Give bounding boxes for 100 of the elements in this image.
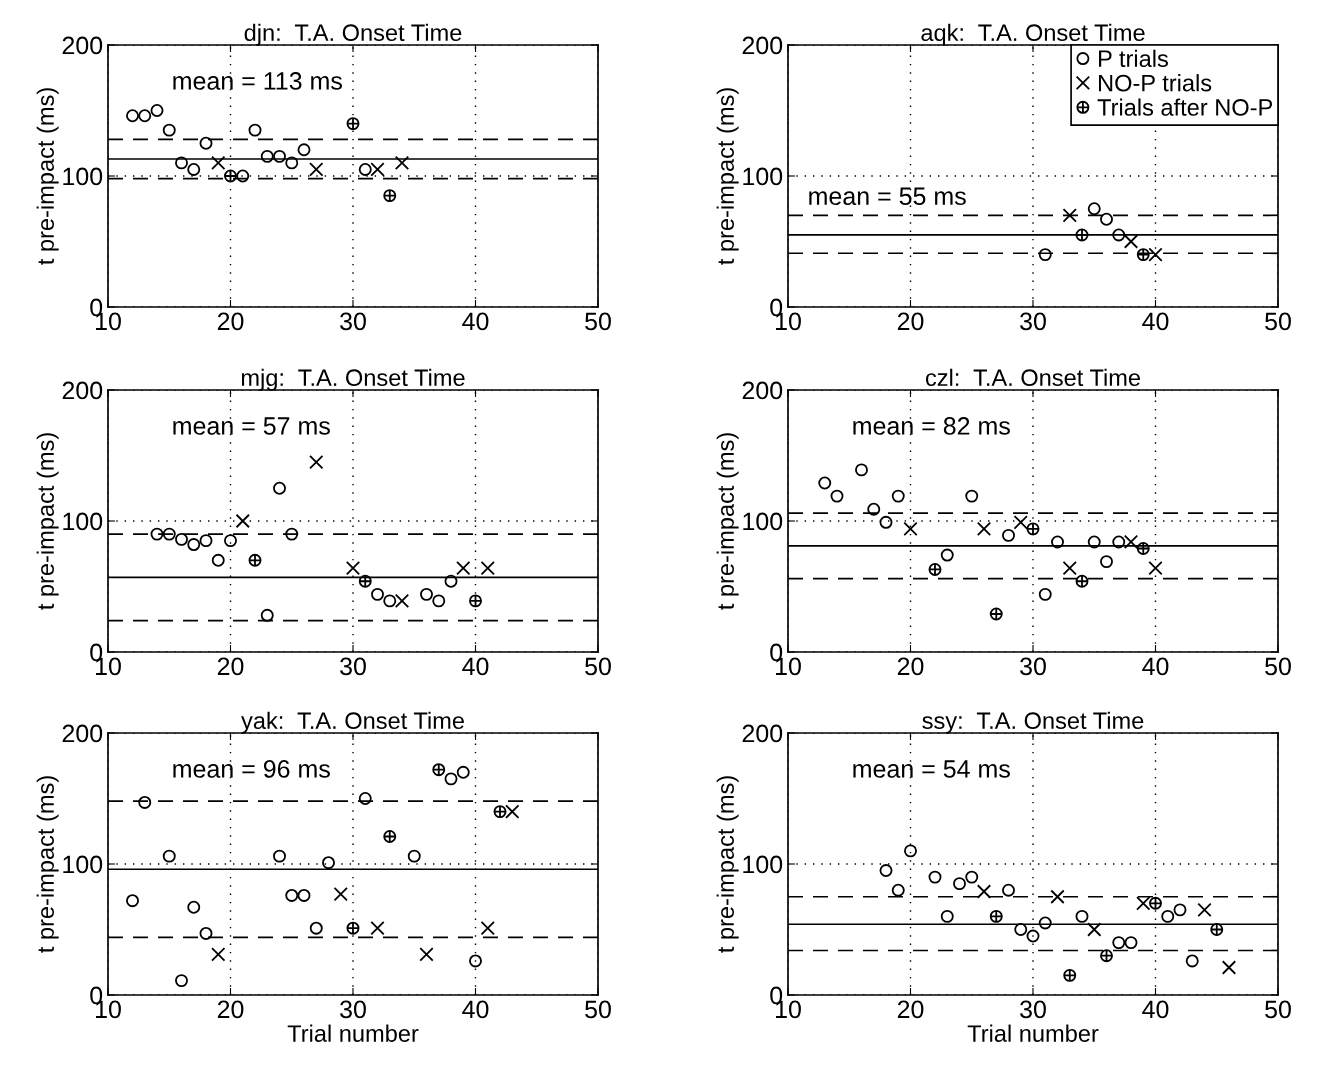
legend-label: P trials	[1099, 49, 1168, 68]
point	[1123, 534, 1139, 550]
point	[432, 763, 446, 777]
point	[903, 521, 918, 537]
point	[1136, 896, 1151, 911]
point	[211, 155, 226, 171]
point	[818, 476, 832, 490]
point	[976, 884, 992, 899]
point	[285, 527, 299, 541]
point	[273, 849, 286, 863]
x-tick-label: 30	[1020, 1000, 1046, 1019]
point	[1087, 535, 1101, 549]
point	[358, 162, 372, 176]
point	[1197, 902, 1212, 918]
point	[1002, 883, 1015, 897]
point	[162, 123, 176, 137]
point	[1112, 535, 1126, 549]
point	[480, 561, 495, 576]
x-tick-label: 30	[340, 312, 366, 331]
point	[285, 888, 299, 902]
point	[456, 561, 471, 576]
point	[126, 109, 139, 123]
point	[940, 548, 954, 562]
point	[175, 532, 188, 546]
point	[236, 169, 250, 183]
x-tick-label: 30	[1020, 312, 1046, 331]
annotation: mean = 55 ms	[809, 187, 966, 206]
point	[419, 947, 434, 962]
point	[211, 947, 226, 962]
point	[1038, 916, 1052, 930]
x-tick-label: 20	[217, 312, 244, 331]
point	[976, 521, 992, 537]
point	[493, 805, 507, 819]
x-tick-label: 20	[897, 312, 924, 331]
point	[273, 149, 286, 163]
point	[1062, 561, 1077, 576]
annotation: mean = 82 ms	[853, 417, 1010, 435]
x-axis-title: Trial number	[967, 1024, 1099, 1042]
point	[224, 169, 237, 183]
point	[199, 136, 213, 150]
point	[1136, 248, 1150, 262]
point	[383, 594, 397, 608]
annotation: mean = 57 ms	[173, 417, 330, 435]
point	[1173, 903, 1187, 917]
x-tick-label: 20	[217, 1000, 244, 1019]
x-tick-label: 40	[1142, 1000, 1169, 1019]
y-tick-label: 200	[62, 724, 103, 743]
point	[1014, 923, 1028, 936]
point	[150, 104, 164, 117]
x-tick-label: 40	[462, 657, 489, 676]
y-tick-label: 100	[63, 167, 103, 186]
point	[879, 515, 893, 529]
y-axis-title: t pre-impact (ms)	[716, 433, 739, 610]
point	[138, 795, 152, 809]
point	[1100, 555, 1113, 569]
point	[358, 792, 372, 805]
point	[309, 454, 324, 470]
y-tick-label: 100	[743, 855, 783, 874]
x-tick-label: 50	[1265, 657, 1291, 676]
point	[235, 513, 250, 529]
point	[444, 574, 458, 588]
point	[1087, 922, 1102, 937]
annotation: mean = 113 ms	[173, 72, 342, 90]
point	[138, 109, 152, 123]
x-tick-label: 20	[897, 657, 924, 676]
point	[1038, 248, 1052, 262]
point	[867, 502, 881, 516]
point	[187, 538, 201, 552]
point	[953, 877, 966, 891]
x-tick-label: 40	[1142, 657, 1169, 676]
point	[469, 954, 482, 968]
legend-label: NO-P trials	[1099, 74, 1212, 92]
point	[965, 870, 979, 884]
point	[891, 489, 905, 503]
x-tick-label: 30	[1020, 657, 1046, 676]
point	[297, 143, 311, 157]
point	[1100, 212, 1113, 226]
point	[150, 527, 164, 541]
y-tick-label: 100	[743, 167, 783, 186]
point	[469, 594, 482, 608]
point	[346, 921, 360, 935]
point	[126, 894, 139, 908]
point	[394, 155, 410, 171]
point	[285, 156, 299, 170]
point	[1221, 960, 1237, 975]
x-tick-label: 20	[897, 1000, 924, 1019]
point	[345, 561, 361, 576]
x-tick-label: 40	[462, 312, 489, 331]
point	[407, 849, 421, 863]
point	[273, 481, 286, 495]
chart-title: ssy: T.A. Onset Time	[922, 711, 1144, 734]
y-tick-label: 200	[742, 381, 783, 400]
point	[940, 909, 954, 923]
y-tick-label: 200	[62, 36, 103, 55]
point	[1112, 936, 1126, 950]
y-tick-label: 200	[742, 36, 783, 55]
point	[928, 870, 942, 884]
y-axis-title: t pre-impact (ms)	[716, 88, 739, 265]
point	[432, 594, 446, 608]
point	[1063, 968, 1077, 982]
